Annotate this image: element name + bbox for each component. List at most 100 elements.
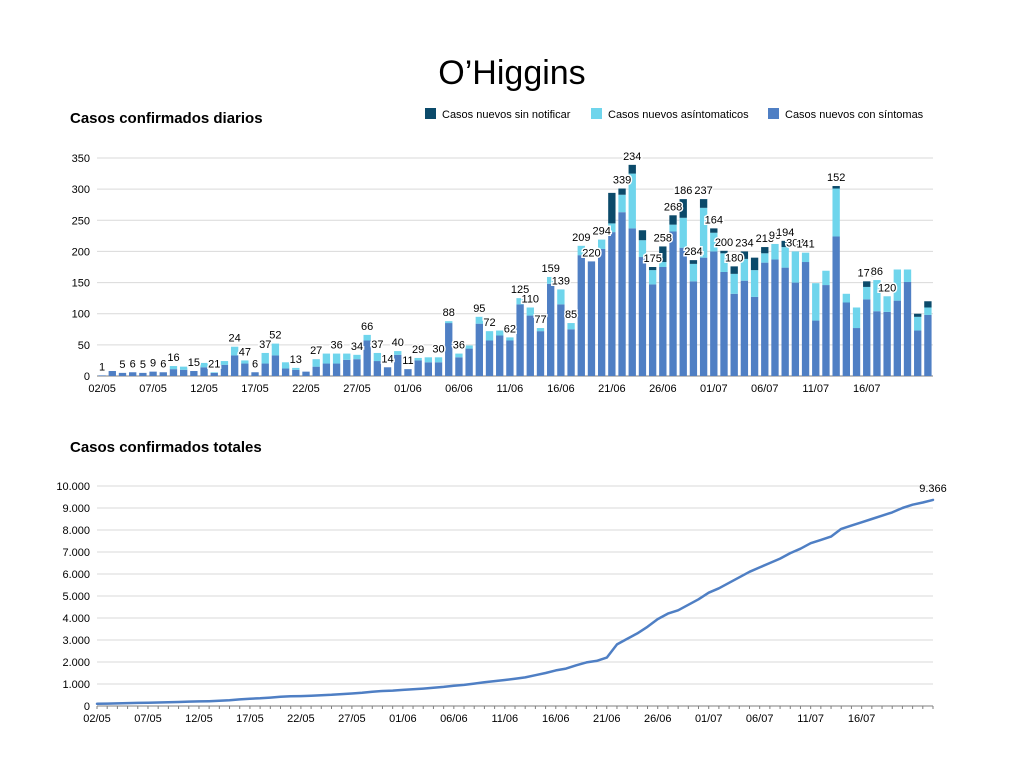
bar-asintomaticos (761, 253, 769, 263)
bar-asintomaticos (210, 372, 218, 373)
bar-asintomaticos (903, 269, 912, 282)
x-tick-label: 22/05 (292, 383, 320, 395)
x-tick-label: 06/07 (746, 713, 774, 725)
bar-sintomas (292, 369, 300, 376)
data-label: 200 (715, 237, 733, 249)
bar-asintomaticos (832, 188, 840, 237)
bar-sintomas (343, 359, 351, 376)
bar-sintomas (812, 320, 820, 376)
bar-sin-notificar (863, 281, 871, 287)
bar-sintomas (485, 340, 494, 376)
data-label: 339 (613, 175, 631, 187)
bar-asintomaticos (608, 223, 616, 233)
data-label: 14 (381, 353, 393, 365)
x-tick-label: 26/06 (649, 383, 677, 395)
bar-sintomas (903, 281, 912, 376)
bar-sintomas (914, 330, 922, 376)
bar-asintomaticos (414, 357, 422, 361)
bar-sintomas (496, 335, 504, 376)
bar-asintomaticos (699, 207, 708, 258)
data-label: 175 (643, 253, 661, 265)
bar-asintomaticos (485, 331, 494, 341)
bar-asintomaticos (577, 245, 585, 256)
bar-sintomas (781, 267, 789, 376)
bar-sin-notificar (669, 215, 677, 225)
bar-sintomas (863, 299, 871, 376)
bar-asintomaticos (312, 359, 320, 367)
x-tick-label: 01/07 (695, 713, 723, 725)
y-tick-label: 350 (72, 153, 90, 165)
bar-sintomas (98, 375, 106, 376)
bar-asintomaticos (536, 328, 545, 332)
bar-sintomas (353, 359, 361, 376)
y-tick-label: 1.000 (62, 679, 90, 691)
bar-asintomaticos (781, 247, 789, 268)
bar-asintomaticos (373, 352, 382, 362)
bar-sin-notificar (628, 164, 636, 174)
bar-sintomas (332, 363, 341, 376)
bar-sintomas (791, 282, 800, 376)
bar-sintomas (190, 371, 198, 376)
data-label: 125 (511, 284, 529, 296)
bar-asintomaticos (659, 262, 667, 267)
data-label: 5 (119, 359, 125, 371)
bar-asintomaticos (445, 321, 453, 324)
data-label: 6 (160, 358, 166, 370)
bar-asintomaticos (648, 270, 657, 285)
bar-sintomas (873, 311, 881, 376)
x-tick-label: 21/06 (593, 713, 621, 725)
bar-asintomaticos (597, 239, 606, 249)
total-cases-line (95, 498, 935, 706)
bar-sintomas (801, 262, 810, 376)
bar-asintomaticos (883, 296, 891, 312)
bar-sintomas (220, 364, 229, 376)
bar-sintomas (618, 212, 626, 376)
bar-sintomas (689, 281, 698, 376)
bar-sintomas (730, 293, 738, 376)
bar-sintomas (241, 363, 249, 376)
bar-sin-notificar (679, 199, 687, 218)
bar-sintomas (587, 261, 596, 376)
bar-sintomas (445, 323, 453, 376)
bar-asintomaticos (465, 345, 473, 349)
bar-asintomaticos (475, 316, 483, 324)
bar-sin-notificar (924, 301, 932, 308)
data-label: 213 (756, 233, 774, 245)
x-tick-label: 12/05 (190, 383, 218, 395)
bar-sintomas (669, 231, 677, 376)
data-label: 95 (473, 303, 485, 315)
bar-asintomaticos (332, 353, 341, 364)
bar-sintomas (557, 304, 565, 376)
y-tick-label: 150 (72, 278, 90, 290)
bar-sintomas (822, 285, 830, 376)
bar-asintomaticos (628, 173, 636, 229)
data-label: 141 (796, 239, 814, 251)
data-label: 9 (150, 358, 156, 370)
bar-sin-notificar (730, 266, 738, 274)
data-label: 176 (858, 267, 876, 279)
y-tick-label: 3.000 (62, 635, 90, 647)
legend-swatch (425, 108, 436, 119)
bar-asintomaticos (271, 343, 280, 356)
x-tick-label: 11/07 (797, 713, 824, 725)
bar-sintomas (924, 314, 932, 376)
x-tick-label: 11/06 (497, 383, 524, 395)
legend-swatch (768, 108, 779, 119)
legend-label: Casos nuevos sin notificar (442, 109, 571, 121)
bar-sintomas (271, 355, 280, 376)
data-label: 139 (552, 275, 570, 287)
data-label: 308 (786, 237, 804, 249)
bar-sin-notificar (781, 240, 789, 248)
bar-asintomaticos (547, 276, 555, 284)
end-value-label: 9.366 (919, 483, 947, 495)
bar-sintomas (852, 328, 861, 376)
bar-sintomas (169, 369, 178, 376)
data-label: 284 (684, 246, 702, 258)
bar-sintomas (118, 372, 127, 376)
bar-sintomas (404, 369, 412, 376)
bar-sintomas (842, 302, 851, 376)
data-label: 85 (565, 309, 577, 321)
data-label: 29 (412, 344, 424, 356)
x-tick-label: 16/06 (542, 713, 570, 725)
bar-asintomaticos (730, 273, 738, 294)
